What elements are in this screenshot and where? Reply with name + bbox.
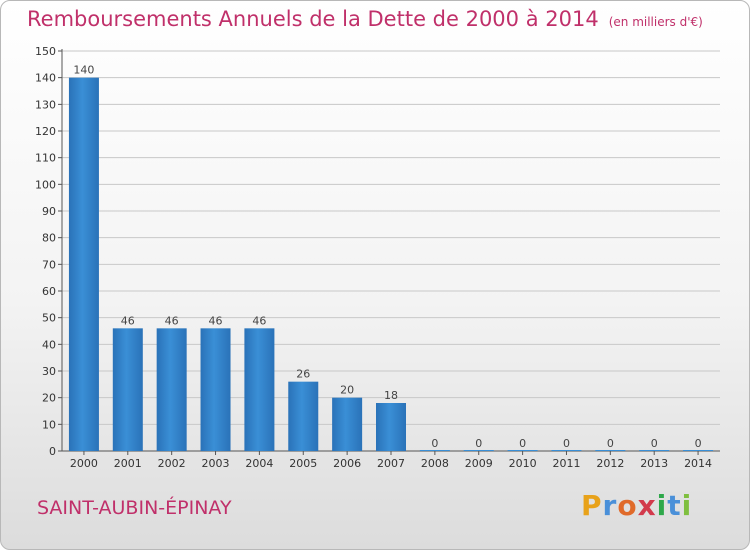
data-label: 0: [695, 437, 702, 450]
bar: [463, 450, 494, 451]
x-tick-label: 2010: [509, 457, 537, 470]
y-tick-label: 0: [49, 445, 56, 458]
y-tick-label: 10: [42, 418, 56, 431]
x-tick-label: 2008: [421, 457, 449, 470]
bar: [595, 450, 626, 451]
data-label: 0: [475, 437, 482, 450]
data-label: 0: [431, 437, 438, 450]
chart-unit-note: (en milliers d'€): [608, 15, 703, 29]
y-tick-label: 110: [35, 152, 56, 165]
x-tick-label: 2004: [245, 457, 273, 470]
bar: [419, 450, 450, 451]
y-tick-label: 130: [35, 98, 56, 111]
data-label: 0: [607, 437, 614, 450]
chart-title: Remboursements Annuels de la Dette de 20…: [27, 7, 703, 31]
bar: [507, 450, 538, 451]
data-label: 46: [209, 314, 223, 327]
bar: [244, 328, 275, 451]
x-tick-label: 2003: [202, 457, 230, 470]
x-tick-label: 2014: [684, 457, 712, 470]
data-label: 0: [651, 437, 658, 450]
brand-logo-letter: i: [681, 489, 693, 522]
y-tick-label: 150: [35, 45, 56, 58]
data-label: 0: [519, 437, 526, 450]
brand-logo-letter: i: [656, 489, 668, 522]
x-tick-label: 2006: [333, 457, 361, 470]
data-label: 0: [563, 437, 570, 450]
y-tick-label: 20: [42, 392, 56, 405]
brand-logo-letter: r: [602, 489, 618, 522]
y-tick-label: 80: [42, 232, 56, 245]
brand-logo-letter: x: [637, 489, 657, 522]
y-tick-label: 140: [35, 72, 56, 85]
y-tick-label: 120: [35, 125, 56, 138]
data-label: 26: [296, 368, 310, 381]
x-tick-label: 2001: [114, 457, 142, 470]
brand-logo-letter: P: [581, 489, 603, 522]
brand-logo-letter: t: [667, 489, 682, 522]
bar: [639, 450, 670, 451]
bar: [156, 328, 187, 451]
bar: [376, 403, 406, 451]
y-tick-label: 50: [42, 312, 56, 325]
y-tick-label: 60: [42, 285, 56, 298]
data-label: 46: [252, 314, 266, 327]
x-tick-label: 2000: [70, 457, 98, 470]
y-tick-label: 100: [35, 178, 56, 191]
x-tick-label: 2005: [289, 457, 317, 470]
y-tick-label: 90: [42, 205, 56, 218]
x-tick-label: 2002: [158, 457, 186, 470]
chart-title-text: Remboursements Annuels de la Dette de 20…: [27, 7, 599, 31]
data-label: 20: [340, 384, 354, 397]
bar: [200, 328, 231, 451]
data-label: 140: [73, 64, 94, 77]
data-label: 46: [121, 314, 135, 327]
x-tick-label: 2011: [552, 457, 580, 470]
commune-name: SAINT-AUBIN-ÉPINAY: [37, 497, 232, 519]
bar: [112, 328, 143, 451]
data-label: 46: [165, 314, 179, 327]
x-tick-label: 2013: [640, 457, 668, 470]
bar: [288, 381, 319, 451]
data-label: 18: [384, 389, 398, 402]
x-tick-label: 2012: [596, 457, 624, 470]
y-tick-label: 70: [42, 258, 56, 271]
bar: [332, 397, 363, 451]
bar: [68, 77, 99, 452]
brand-logo-letter: o: [617, 489, 638, 522]
brand-logo: Proxiti: [581, 489, 692, 522]
bar: [551, 450, 582, 451]
bar: [683, 450, 714, 451]
x-tick-label: 2007: [377, 457, 405, 470]
y-tick-label: 40: [42, 338, 56, 351]
x-tick-label: 2009: [465, 457, 493, 470]
y-tick-label: 30: [42, 365, 56, 378]
